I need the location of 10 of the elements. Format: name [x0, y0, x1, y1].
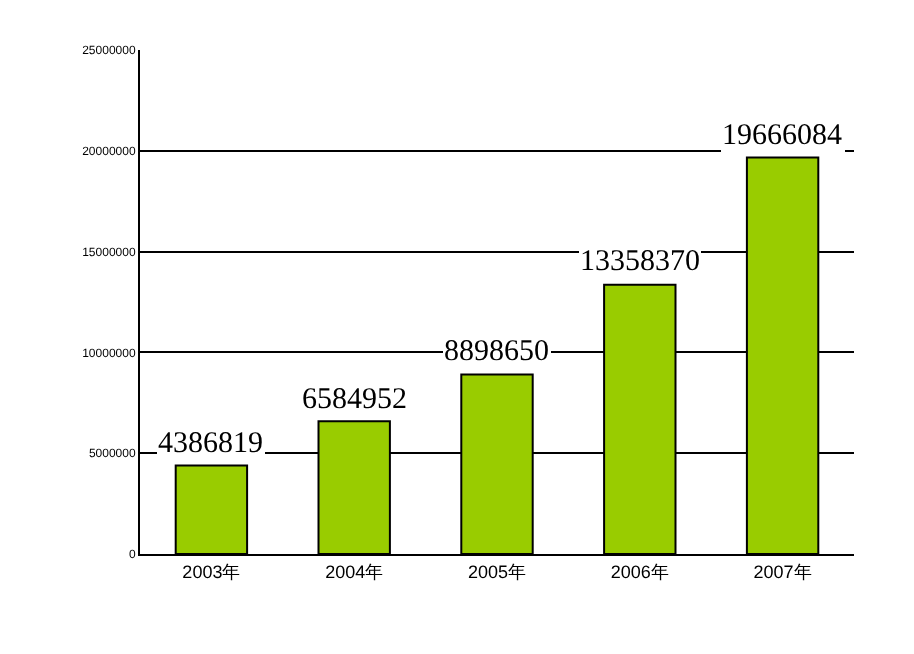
x-tick-label: 2003年: [182, 561, 241, 582]
x-tick-label: 2006年: [610, 561, 669, 582]
x-tick-label: 2004年: [325, 561, 384, 582]
x-tick-label: 2005年: [467, 561, 527, 582]
data-label: 6584952: [302, 384, 407, 416]
data-label: 13358370: [580, 246, 700, 278]
x-tick-label: 2007年: [753, 561, 812, 582]
data-label: 4386819: [158, 428, 263, 460]
data-label: 8898650: [444, 336, 549, 368]
data-label: 19666084: [722, 120, 843, 152]
